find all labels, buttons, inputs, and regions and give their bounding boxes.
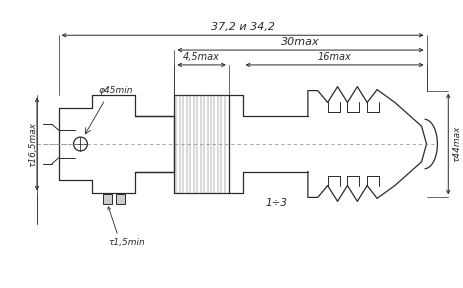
Text: 30max: 30max [281,37,320,47]
Text: 37,2 и 34,2: 37,2 и 34,2 [211,22,275,32]
Text: τ1,5min: τ1,5min [108,238,145,247]
Text: 4,5max: 4,5max [183,52,220,62]
Text: τ44max: τ44max [452,126,461,162]
Bar [103,194,112,204]
Text: φ45min: φ45min [98,86,133,94]
Text: 16max: 16max [318,52,351,62]
Text: τ16,5max: τ16,5max [29,122,38,166]
Bar [116,194,125,204]
Text: 1÷3: 1÷3 [265,198,287,209]
